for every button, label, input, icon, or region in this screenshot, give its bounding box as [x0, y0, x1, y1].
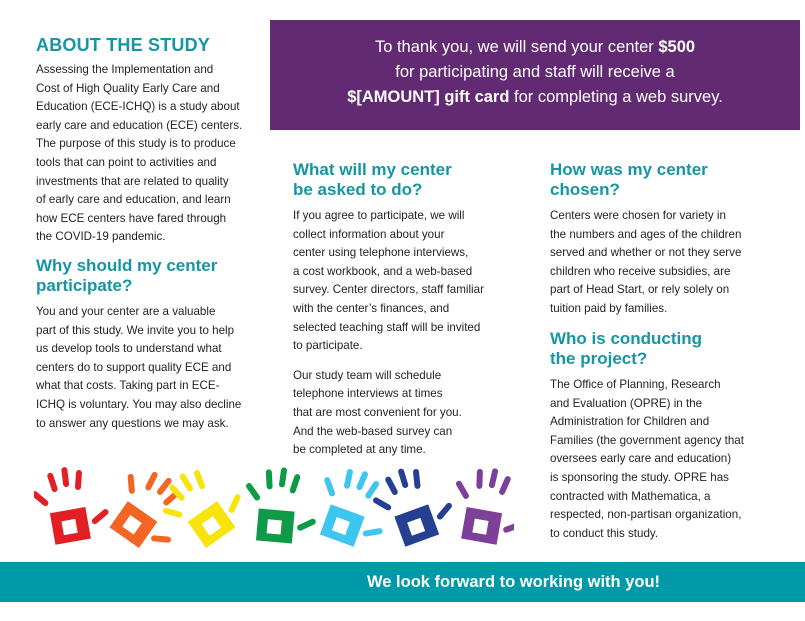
text-line: investments that are related to quality — [36, 174, 229, 188]
text-line: how ECE centers have fared through — [36, 211, 227, 225]
text-line: ICHQ is voluntary. You may also decline — [36, 397, 242, 411]
about-title: ABOUT THE STUDY — [36, 35, 210, 55]
text-line: respected, non-partisan organization, — [550, 508, 742, 522]
text-line: the COVID-19 pandemic. — [36, 230, 166, 244]
text-line: us develop tools to understand what — [36, 342, 222, 356]
text-line: to answer any questions we may ask. — [36, 416, 229, 430]
why-title: Why should my center participate? — [36, 256, 218, 295]
text-line: center using telephone interviews, — [293, 246, 469, 260]
why-text: You and your center are a valuable part o… — [36, 303, 266, 433]
asked-text-2: Our study team will schedule telephone in… — [293, 367, 528, 460]
text-line: Families (the government agency that — [550, 433, 744, 447]
text-line: is sponsoring the study. OPRE has — [550, 470, 729, 484]
handprint-icon — [246, 467, 316, 544]
who-section: Who is conducting the project? The Office… — [550, 329, 785, 543]
text-line: children who receive subsidies, are — [550, 264, 731, 278]
text-line: what that costs. Taking part in ECE- — [36, 379, 220, 393]
chosen-text: Centers were chosen for variety in the nu… — [550, 207, 785, 319]
chosen-title: How was my center chosen? — [550, 160, 708, 199]
closing-banner: We look forward to working with you! — [0, 562, 805, 602]
text-line: Our study team will schedule — [293, 368, 442, 382]
text-line: The Office of Planning, Research — [550, 378, 721, 391]
text-line: And the web-based survey can — [293, 424, 453, 438]
text-line: part of this study. We invite you to hel… — [36, 323, 235, 337]
text-line: telephone interviews at times — [293, 387, 443, 401]
who-text: The Office of Planning, Research and Eval… — [550, 376, 785, 543]
text-line: part of Head Start, or rely solely on — [550, 283, 730, 297]
text-line: Cost of High Quality Early Care and — [36, 81, 220, 95]
text-line: and Evaluation (OPRE) in the — [550, 396, 703, 410]
chosen-section: How was my center chosen? Centers were ch… — [550, 160, 785, 319]
about-section: ABOUT THE STUDY Assessing the Implementa… — [36, 34, 266, 247]
text-line: survey. Center directors, staff familiar — [293, 283, 484, 297]
handprint-icon — [34, 467, 109, 545]
text-line: the numbers and ages of the children — [550, 227, 742, 241]
text-line: centers do to support quality ECE and — [36, 360, 232, 374]
handprint-icon — [373, 468, 452, 547]
text-line: be completed at any time. — [293, 443, 426, 457]
text-line: Education (ECE-ICHQ) is a study about — [36, 100, 240, 114]
text-line: of early care and education, and learn — [36, 193, 231, 207]
who-title: Who is conducting the project? — [550, 329, 703, 368]
about-text: Assessing the Implementation and Cost of … — [36, 61, 266, 247]
handprints-illustration — [34, 467, 514, 548]
text-line: served and whether or not they serve — [550, 246, 742, 260]
text-line: to participate. — [293, 339, 363, 353]
text-line: early care and education (ECE) centers. — [36, 118, 243, 132]
text-line: collect information about your — [293, 227, 445, 241]
handprint-icon — [455, 468, 514, 545]
asked-title: What will my center be asked to do? — [293, 160, 452, 199]
text-line: tuition paid by families. — [550, 301, 668, 315]
text-line: Administration for Children and — [550, 415, 710, 429]
text-line: The purpose of this study is to produce — [36, 137, 236, 151]
text-line: selected teaching staff will be invited — [293, 320, 481, 334]
handprint-icon — [162, 470, 241, 548]
why-section: Why should my center participate? You and… — [36, 256, 266, 433]
asked-section: What will my center be asked to do? If yo… — [293, 160, 528, 460]
text-line: that are most convenient for you. — [293, 405, 462, 419]
text-line: You and your center are a valuable — [36, 305, 216, 318]
text-line: contracted with Mathematica, a — [550, 489, 711, 503]
closing-text: We look forward to working with you! — [367, 573, 661, 591]
thank-you-box: To thank you, we will send your center $… — [270, 20, 800, 130]
text-line: Centers were chosen for variety in — [550, 209, 726, 222]
text-line: tools that can point to activities and — [36, 155, 217, 169]
text-line: Assessing the Implementation and — [36, 63, 214, 76]
text-line: with the center’s finances, and — [293, 301, 450, 315]
asked-text-1: If you agree to participate, we will coll… — [293, 207, 528, 356]
handprint-icon — [319, 469, 383, 547]
text-line: to conduct this study. — [550, 526, 659, 540]
text-line: If you agree to participate, we will — [293, 209, 465, 222]
text-line: a cost workbook, and a web-based — [293, 264, 473, 278]
text-line: oversees early care and education) — [550, 452, 732, 466]
